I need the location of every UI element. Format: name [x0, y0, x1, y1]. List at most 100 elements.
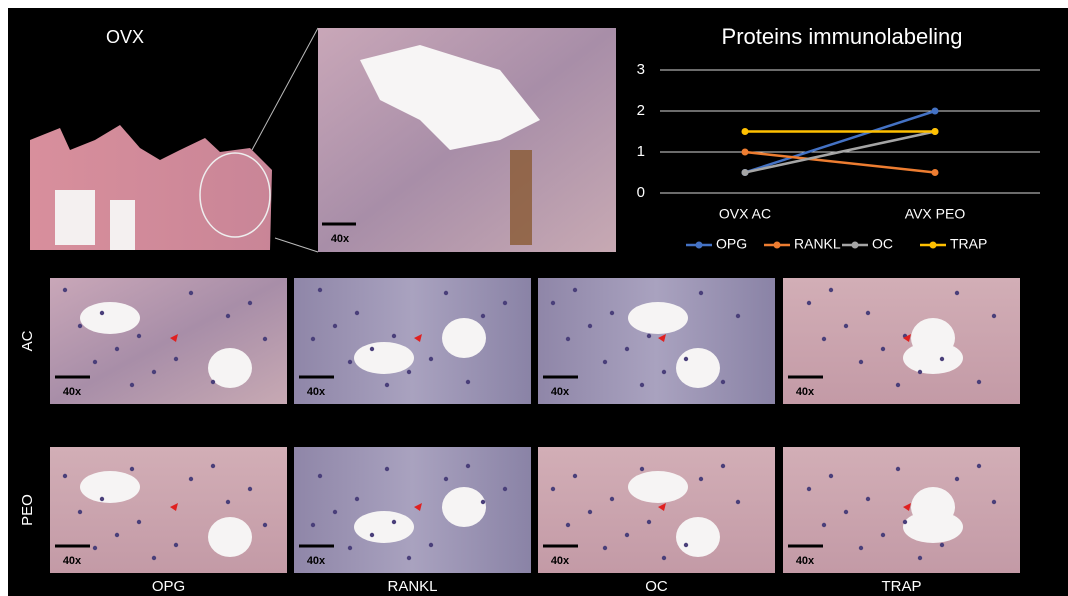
micrograph-void	[628, 302, 688, 334]
cell	[100, 311, 104, 315]
x-tick-label: AVX PEO	[905, 206, 966, 222]
cell	[318, 474, 322, 478]
micrograph	[538, 447, 775, 573]
scale-label: 40x	[551, 555, 570, 567]
cell	[662, 370, 666, 374]
cell	[248, 487, 252, 491]
legend-marker	[852, 242, 859, 249]
micrograph-void	[676, 348, 720, 388]
legend-marker	[930, 242, 937, 249]
cell	[152, 556, 156, 560]
cell	[226, 314, 230, 318]
micrograph	[50, 278, 287, 404]
cell	[263, 523, 267, 527]
cell	[588, 510, 592, 514]
cell	[918, 556, 922, 560]
cell	[226, 500, 230, 504]
cell	[573, 474, 577, 478]
figure: OVX 40x AC40x40x40x40xPEO40x40x40x40xOPG…	[0, 0, 1068, 596]
scale-label: 40x	[796, 386, 815, 398]
cell	[647, 334, 651, 338]
cell	[407, 556, 411, 560]
cell	[63, 474, 67, 478]
micrograph-void	[354, 511, 414, 543]
micrograph-void	[911, 318, 955, 358]
cell	[903, 520, 907, 524]
micrograph-void	[80, 471, 140, 503]
cell	[566, 337, 570, 341]
cell	[370, 533, 374, 537]
micrograph	[538, 278, 775, 404]
cell	[444, 291, 448, 295]
cell	[588, 324, 592, 328]
y-tick-label: 2	[637, 102, 645, 119]
cell	[551, 301, 555, 305]
cell	[63, 288, 67, 292]
cell	[610, 311, 614, 315]
micrograph	[50, 447, 287, 573]
cell	[392, 334, 396, 338]
point	[742, 169, 749, 176]
cell	[603, 546, 607, 550]
cell	[248, 301, 252, 305]
cell	[859, 546, 863, 550]
micrograph-void	[354, 342, 414, 374]
cell	[955, 291, 959, 295]
cell	[896, 383, 900, 387]
cell	[78, 324, 82, 328]
legend-label: RANKL	[794, 236, 841, 252]
cell	[503, 301, 507, 305]
cell	[481, 500, 485, 504]
cell	[662, 556, 666, 560]
cell	[189, 291, 193, 295]
cell	[481, 314, 485, 318]
scale-label: 40x	[551, 386, 570, 398]
cell	[407, 370, 411, 374]
cell	[174, 543, 178, 547]
cell	[115, 533, 119, 537]
cell	[333, 324, 337, 328]
cell	[625, 347, 629, 351]
micrograph	[294, 447, 531, 573]
cell	[370, 347, 374, 351]
point	[742, 128, 749, 135]
point	[932, 128, 939, 135]
cell	[355, 497, 359, 501]
micrograph	[783, 278, 1020, 404]
legend-label: OPG	[716, 236, 747, 252]
cell	[137, 334, 141, 338]
cell	[640, 467, 644, 471]
zoom-stain	[510, 150, 532, 245]
micrograph-void	[442, 318, 486, 358]
y-tick-label: 0	[637, 184, 645, 201]
cell	[721, 464, 725, 468]
cell	[829, 474, 833, 478]
scale-label: 40x	[63, 555, 82, 567]
cell	[355, 311, 359, 315]
row-label: PEO	[19, 494, 36, 526]
cell	[721, 380, 725, 384]
cell	[807, 301, 811, 305]
y-tick-label: 1	[637, 143, 645, 160]
cell	[918, 370, 922, 374]
cell	[444, 477, 448, 481]
micrograph-void	[911, 487, 955, 527]
cell	[93, 546, 97, 550]
cell	[429, 543, 433, 547]
cell	[466, 464, 470, 468]
micrograph-void	[208, 517, 252, 557]
cell	[392, 520, 396, 524]
cell	[699, 291, 703, 295]
point	[742, 149, 749, 156]
micrograph-void	[80, 302, 140, 334]
cell	[881, 533, 885, 537]
scale-label: 40x	[331, 233, 350, 245]
cell	[881, 347, 885, 351]
cell	[130, 383, 134, 387]
cell	[318, 288, 322, 292]
cell	[866, 311, 870, 315]
column-label: OC	[645, 578, 668, 595]
overview-void	[110, 200, 135, 250]
micrograph	[294, 278, 531, 404]
cell	[385, 383, 389, 387]
